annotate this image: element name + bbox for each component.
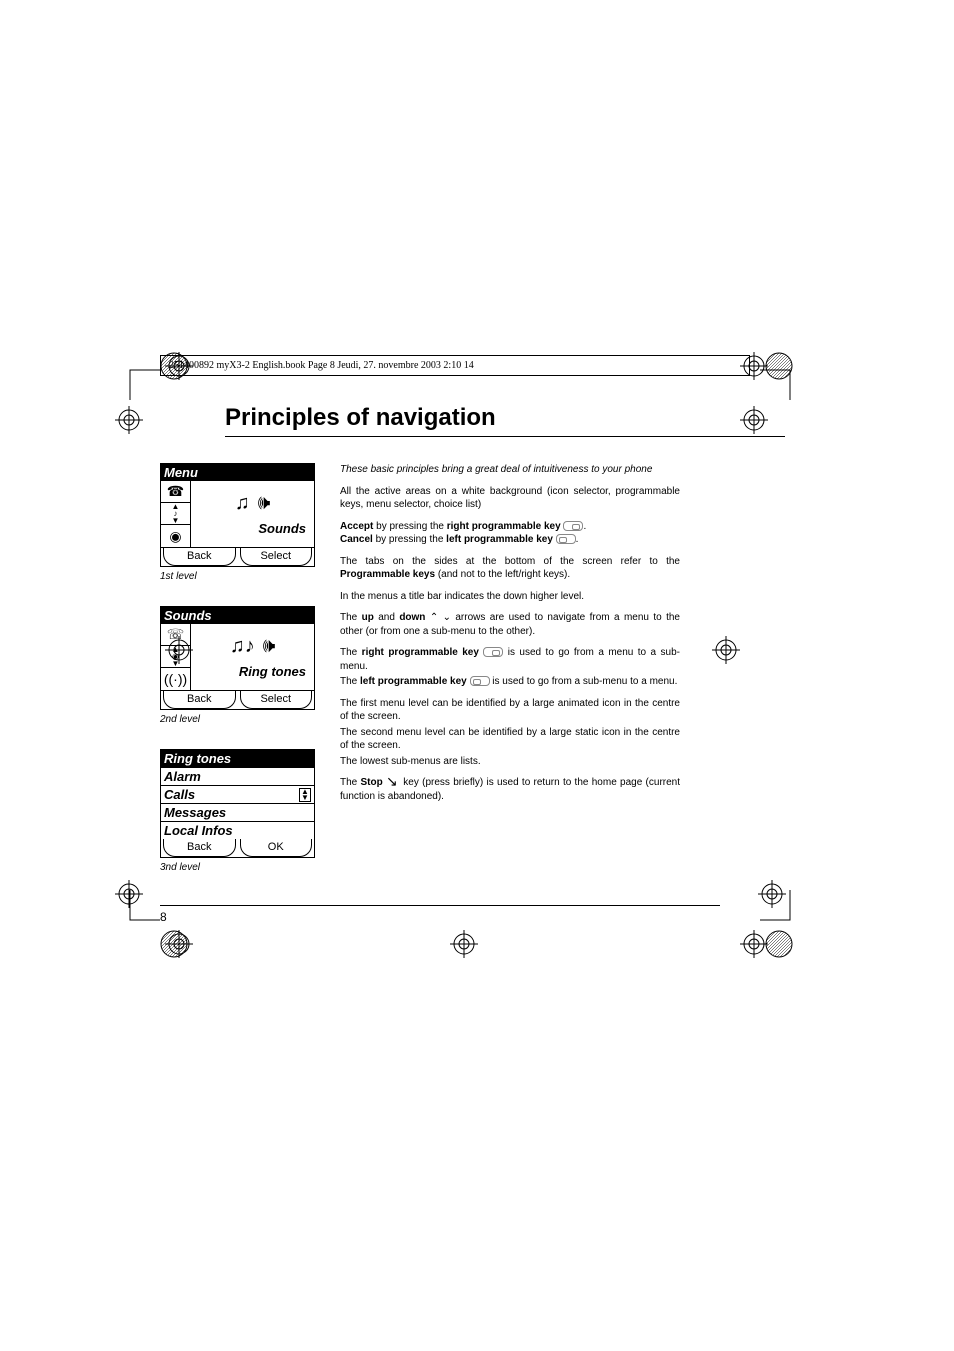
crop-corner-icon bbox=[760, 340, 820, 400]
stop-key-icon bbox=[386, 776, 400, 788]
item-label: Alarm bbox=[164, 769, 201, 784]
text: (and not to the left/right keys). bbox=[435, 569, 570, 580]
screen2-select-softkey: Select bbox=[240, 691, 313, 709]
screen1-title: Menu bbox=[161, 464, 314, 481]
paragraph: The right programmable key is used to go… bbox=[340, 646, 680, 673]
accept-line: Accept by pressing the right programmabl… bbox=[340, 520, 680, 534]
down-arrow-icon: ⌄ bbox=[443, 612, 451, 623]
text: The bbox=[340, 647, 362, 658]
text: left programmable key bbox=[360, 676, 467, 687]
side-icon: ☎ bbox=[161, 481, 190, 503]
paragraph: The up and down ⌃ ⌄ arrows are used to n… bbox=[340, 611, 680, 638]
paragraph: The tabs on the sides at the bottom of t… bbox=[340, 555, 680, 582]
paragraph: The Stop key (press briefly) is used to … bbox=[340, 776, 680, 803]
item-label: Messages bbox=[164, 805, 226, 820]
text: right programmable key bbox=[447, 521, 561, 532]
music-note-icon: ♫ bbox=[235, 492, 250, 515]
text: by pressing the bbox=[373, 521, 446, 532]
item-label: Local Infos bbox=[164, 823, 233, 838]
screen2-back-softkey: Back bbox=[163, 691, 236, 709]
crop-corner-icon bbox=[100, 340, 160, 400]
crop-corner-icon bbox=[760, 890, 820, 950]
body-text-column: These basic principles bring a great dea… bbox=[340, 463, 680, 897]
screen3-title: Ring tones bbox=[161, 750, 314, 768]
text: down bbox=[399, 612, 425, 623]
paragraph: The left programmable key is used to go … bbox=[340, 675, 680, 689]
cancel-bold: Cancel bbox=[340, 534, 373, 545]
screen1-select-softkey: Select bbox=[240, 548, 313, 566]
paragraph: All the active areas on a white backgrou… bbox=[340, 485, 680, 512]
text: by pressing the bbox=[373, 534, 446, 545]
speaker-icon: 🕪 bbox=[258, 492, 271, 515]
registration-target-icon bbox=[115, 406, 143, 434]
text: is used to go from a sub-menu to a menu. bbox=[490, 676, 678, 687]
registration-target-icon bbox=[712, 636, 740, 664]
text: up bbox=[362, 612, 374, 623]
paragraph: The first menu level can be identified b… bbox=[340, 697, 680, 724]
screen1-label: Sounds bbox=[258, 517, 310, 536]
paragraph: The second menu level can be identified … bbox=[340, 726, 680, 753]
screen1-back-softkey: Back bbox=[163, 548, 236, 566]
item-label: Calls bbox=[164, 787, 195, 802]
crop-corner-icon bbox=[100, 890, 160, 950]
registration-target-icon bbox=[165, 636, 193, 664]
speaker-icon: 🕪 bbox=[263, 635, 276, 658]
phone-screen-level1: Menu ☎ ▲♪▼ ◉ ♫ 🕪 Sounds bbox=[160, 463, 315, 567]
phone-screen-level3: Ring tones Alarm Calls ▲▼ Messages Local … bbox=[160, 749, 315, 858]
left-key-icon bbox=[470, 676, 490, 686]
right-key-icon bbox=[563, 521, 583, 531]
accept-bold: Accept bbox=[340, 521, 373, 532]
paragraph: In the menus a title bar indicates the d… bbox=[340, 590, 680, 604]
side-icon: ◉ bbox=[161, 525, 190, 547]
hatched-circle-icon bbox=[160, 930, 188, 958]
text: Stop bbox=[361, 777, 383, 788]
text: The bbox=[340, 777, 361, 788]
paragraph: The lowest sub-menus are lists. bbox=[340, 755, 680, 769]
right-key-icon bbox=[483, 647, 503, 657]
music-notes-icon: ♫♪ bbox=[230, 635, 255, 658]
level3-caption: 3nd level bbox=[160, 862, 320, 873]
text: right programmable key bbox=[362, 647, 479, 658]
registration-target-icon bbox=[740, 406, 768, 434]
intro-text: These basic principles bring a great dea… bbox=[340, 463, 680, 477]
crop-header: 251400892 myX3-2 English.book Page 8 Jeu… bbox=[160, 355, 750, 376]
screen3-back-softkey: Back bbox=[163, 839, 236, 857]
screen3-ok-softkey: OK bbox=[240, 839, 313, 857]
level2-caption: 2nd level bbox=[160, 714, 320, 725]
list-item: Alarm bbox=[161, 768, 314, 786]
text: The tabs on the sides at the bottom of t… bbox=[340, 556, 680, 567]
screen2-label: Ring tones bbox=[239, 660, 310, 679]
list-item: Messages bbox=[161, 804, 314, 822]
chapter-title: Principles of navigation bbox=[225, 404, 785, 437]
list-item: Local Infos bbox=[161, 822, 314, 839]
level1-caption: 1st level bbox=[160, 571, 320, 582]
left-key-icon bbox=[556, 534, 576, 544]
screenshots-column: Menu ☎ ▲♪▼ ◉ ♫ 🕪 Sounds bbox=[160, 463, 320, 897]
scroll-icon: ▲♪▼ bbox=[161, 503, 190, 525]
text: Programmable keys bbox=[340, 569, 435, 580]
text: and bbox=[374, 612, 399, 623]
registration-target-icon bbox=[450, 930, 478, 958]
screen2-title: Sounds bbox=[161, 607, 314, 624]
list-item: Calls ▲▼ bbox=[161, 786, 314, 804]
up-arrow-icon: ⌃ bbox=[430, 612, 438, 623]
text: The bbox=[340, 676, 360, 687]
scroll-indicator-icon: ▲▼ bbox=[299, 788, 311, 802]
cancel-line: Cancel by pressing the left programmable… bbox=[340, 533, 680, 547]
text: The bbox=[340, 612, 362, 623]
hatched-circle-icon bbox=[160, 352, 188, 380]
text: left programmable key bbox=[446, 534, 553, 545]
side-icon: ((·)) bbox=[161, 668, 190, 690]
page-number: 8 bbox=[160, 905, 720, 924]
